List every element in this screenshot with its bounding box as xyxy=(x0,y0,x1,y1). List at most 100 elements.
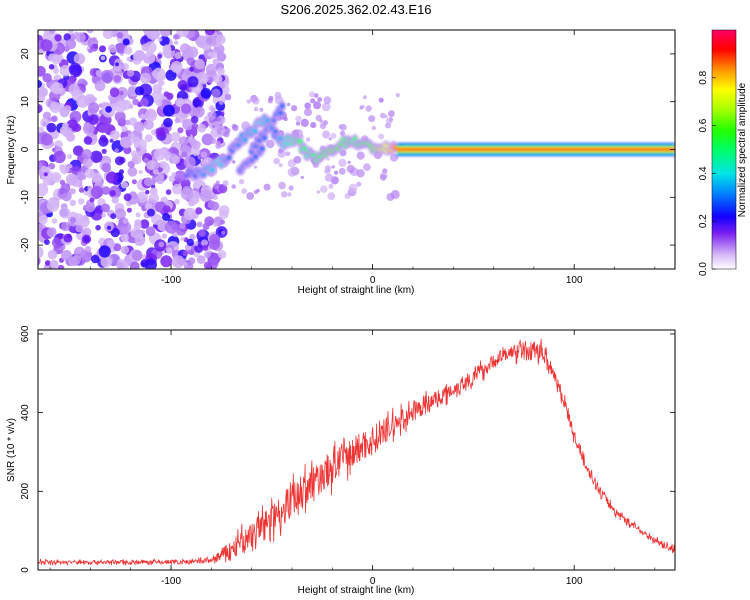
colorbar-tick-label: 0.2 xyxy=(698,214,709,228)
noise-blob xyxy=(71,255,81,266)
noise-blob xyxy=(44,260,51,266)
noise-blob xyxy=(385,117,393,125)
noise-blob xyxy=(177,127,184,134)
noise-blob xyxy=(339,130,346,136)
noise-blob xyxy=(196,255,206,264)
noise-blob xyxy=(182,118,194,131)
noise-blob xyxy=(131,250,143,261)
noise-blob xyxy=(38,215,48,225)
noise-blob xyxy=(178,136,189,147)
noise-blob xyxy=(321,102,331,112)
noise-blob xyxy=(371,125,377,131)
noise-blob xyxy=(216,117,221,122)
noise-blob xyxy=(145,189,150,195)
noise-blob xyxy=(201,239,208,247)
track-point xyxy=(253,154,259,160)
noise-blob xyxy=(134,234,145,245)
noise-blob xyxy=(202,223,210,230)
noise-blob xyxy=(98,124,108,134)
track-point xyxy=(279,103,285,109)
noise-blob xyxy=(296,121,300,126)
noise-blob xyxy=(83,136,93,145)
y-tick-label: 200 xyxy=(20,483,31,500)
noise-blob xyxy=(132,98,139,106)
noise-blob xyxy=(90,185,104,199)
noise-blob xyxy=(287,192,292,197)
noise-blob xyxy=(127,69,135,77)
noise-blob xyxy=(116,32,124,39)
noise-blob xyxy=(170,61,183,73)
noise-blob xyxy=(179,43,191,54)
noise-blob xyxy=(120,245,130,255)
noise-blob xyxy=(151,70,159,77)
noise-blob xyxy=(170,131,181,143)
noise-blob xyxy=(165,189,172,195)
carrier-band xyxy=(396,148,675,151)
noise-blob xyxy=(174,198,180,205)
noise-blob xyxy=(209,51,217,59)
noise-blob xyxy=(215,143,222,150)
noise-blob xyxy=(241,188,248,195)
y-tick-label: 20 xyxy=(20,48,31,60)
noise-blob xyxy=(95,224,101,231)
noise-blob xyxy=(199,189,213,202)
noise-blob xyxy=(116,261,124,269)
colorbar-tick-label: 0.6 xyxy=(698,118,709,132)
noise-blob xyxy=(166,247,173,254)
noise-blob xyxy=(246,192,255,200)
noise-blob xyxy=(211,88,221,98)
noise-blob xyxy=(323,169,328,174)
noise-blob xyxy=(218,205,230,217)
noise-blob xyxy=(202,244,209,251)
noise-blob xyxy=(131,179,137,185)
noise-blob xyxy=(308,91,315,98)
noise-blob xyxy=(110,228,120,238)
noise-blob xyxy=(34,79,38,83)
noise-blob xyxy=(114,208,126,220)
noise-blob xyxy=(63,33,71,41)
y-tick-label: 0 xyxy=(20,567,31,573)
noise-blob xyxy=(44,239,50,246)
noise-blob xyxy=(62,127,73,138)
noise-blob xyxy=(133,121,145,133)
noise-blob xyxy=(40,165,48,173)
track-point xyxy=(226,155,232,161)
noise-blob xyxy=(186,238,194,247)
noise-blob xyxy=(191,116,199,124)
noise-blob xyxy=(69,188,76,195)
noise-blob xyxy=(51,54,62,65)
noise-blob xyxy=(114,111,126,123)
x-tick-label: -100 xyxy=(161,275,181,286)
noise-blob xyxy=(198,229,206,237)
noise-blob xyxy=(109,190,116,197)
noise-blob xyxy=(283,116,288,122)
noise-blob xyxy=(144,177,153,187)
noise-blob xyxy=(179,84,187,92)
x-tick-label: -100 xyxy=(161,576,181,587)
noise-blob xyxy=(158,241,165,248)
noise-blob xyxy=(368,115,376,123)
noise-blob xyxy=(78,187,85,193)
noise-blob xyxy=(48,30,56,35)
noise-blob xyxy=(57,264,65,269)
snr-panel: -100 0 100 0 200 400 600 Height of straight li… xyxy=(6,325,676,596)
colorbar-tick-label: 0.4 xyxy=(698,166,709,180)
noise-blob xyxy=(338,124,344,129)
noise-blob xyxy=(207,200,216,209)
y-tick-label: -10 xyxy=(20,190,31,205)
track-point xyxy=(297,138,303,144)
noise-blob xyxy=(144,202,153,210)
noise-blob xyxy=(278,163,283,168)
noise-blob xyxy=(46,166,51,172)
noise-blob xyxy=(130,261,140,269)
noise-blob xyxy=(59,65,72,77)
noise-blob xyxy=(73,53,86,65)
noise-blob xyxy=(195,207,203,215)
noise-blob xyxy=(220,219,225,225)
noise-blob xyxy=(38,183,49,197)
noise-blob xyxy=(146,30,159,40)
noise-blob xyxy=(212,58,220,66)
noise-blob xyxy=(93,43,98,49)
